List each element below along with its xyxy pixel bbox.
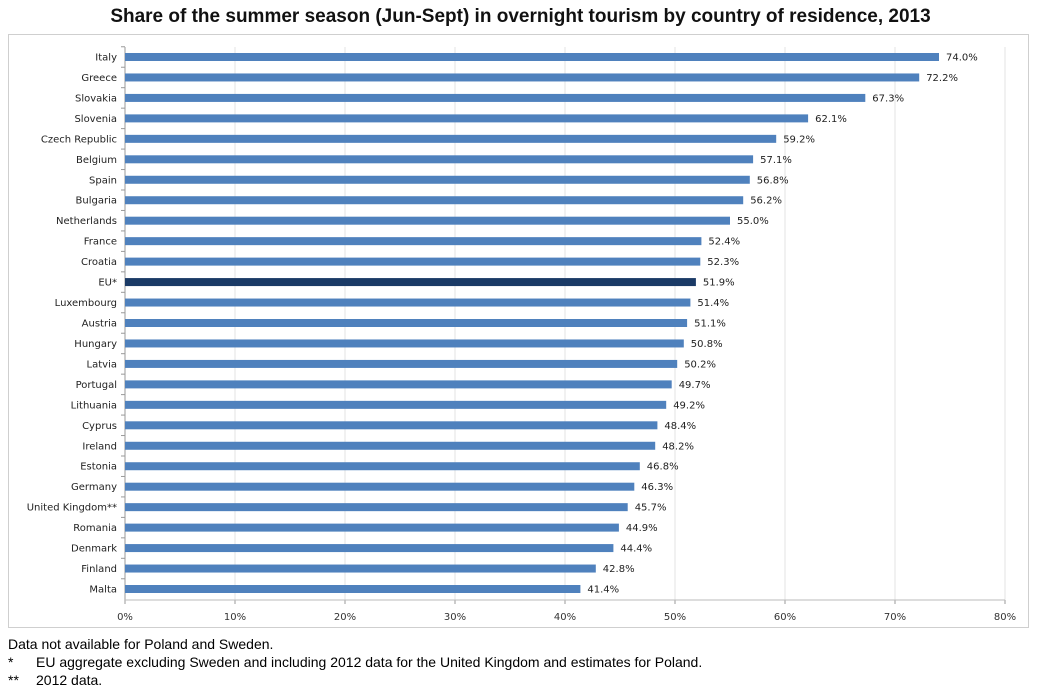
bar-luxembourg (125, 298, 691, 307)
data-label: 41.4% (587, 585, 619, 596)
bar-malta (125, 585, 581, 593)
bar-slovakia (125, 93, 866, 102)
bar-cyprus (125, 421, 658, 430)
bar-czech-republic (125, 134, 777, 143)
category-label: Spain (89, 175, 117, 186)
bar-austria (125, 319, 688, 327)
category-label: Bulgaria (76, 196, 117, 207)
category-label: Italy (95, 53, 117, 64)
data-label: 51.1% (694, 319, 726, 330)
bar-finland (125, 564, 596, 573)
category-label: Netherlands (56, 216, 117, 227)
bar-greece (125, 73, 920, 82)
x-tick-label: 20% (334, 612, 356, 623)
bar-ireland (125, 441, 656, 450)
bar-bulgaria (125, 196, 744, 205)
category-label: France (84, 237, 117, 248)
bar-romania (125, 523, 619, 532)
footnote-3-mark: ** (8, 672, 19, 688)
data-label: 67.3% (872, 93, 904, 104)
category-label: Croatia (81, 257, 117, 268)
bar-chart: 0% 10% 20% 30% 40% 50% 60% 70% 80% Italy 74.0% Gree… (27, 46, 1016, 623)
category-label: Cyprus (82, 421, 117, 432)
footnote-1: Data not available for Poland and Sweden… (8, 636, 274, 652)
data-label: 48.2% (662, 441, 694, 452)
data-label: 55.0% (737, 216, 769, 227)
category-label: Germany (71, 482, 117, 493)
footnote-2-mark: * (8, 654, 14, 670)
data-label: 57.1% (760, 155, 792, 166)
bar-denmark (125, 544, 614, 553)
category-label: Denmark (71, 544, 117, 555)
category-label: Slovenia (74, 114, 117, 125)
x-tick-label: 50% (664, 612, 686, 623)
bar-lithuania (125, 400, 667, 409)
data-label: 56.8% (757, 175, 789, 186)
footnote-3: 2012 data. (36, 672, 103, 688)
category-label: Romania (73, 523, 117, 534)
bar-italy (125, 53, 939, 61)
data-label: 74.0% (946, 53, 978, 64)
bar-netherlands (125, 216, 730, 225)
bar-spain (125, 175, 750, 184)
category-label: Malta (89, 585, 117, 596)
data-label: 46.3% (641, 482, 673, 493)
data-label: 59.2% (783, 134, 815, 145)
data-label: 62.1% (815, 114, 847, 125)
bar-latvia (125, 359, 678, 368)
category-label: United Kingdom** (27, 503, 117, 514)
bar-slovenia (125, 114, 809, 123)
data-label: 44.4% (620, 544, 652, 555)
x-tick-label: 80% (994, 612, 1016, 623)
data-label: 42.8% (603, 564, 635, 575)
data-label: 48.4% (664, 421, 696, 432)
data-label: 44.9% (626, 523, 658, 534)
footnote-2: EU aggregate excluding Sweden and includ… (36, 654, 703, 670)
category-label: EU* (98, 278, 117, 289)
data-label: 51.9% (703, 278, 735, 289)
x-tick-label: 70% (884, 612, 906, 623)
bar-germany (125, 482, 635, 491)
x-tick-label: 10% (224, 612, 246, 623)
bar-croatia (125, 257, 701, 266)
category-label: Portugal (76, 380, 117, 391)
data-label: 52.4% (708, 237, 740, 248)
category-label: Finland (81, 564, 117, 575)
chart-title: Share of the summer season (Jun-Sept) in… (110, 6, 931, 27)
bar-portugal (125, 380, 672, 389)
data-label: 50.2% (684, 359, 716, 370)
x-tick-label: 40% (554, 612, 576, 623)
data-label: 46.8% (647, 462, 679, 473)
bar-france (125, 237, 702, 246)
bar-hungary (125, 339, 684, 348)
data-label: 45.7% (635, 503, 667, 514)
category-label: Greece (81, 73, 117, 84)
bar-united-kingdom- (125, 503, 628, 512)
chart-frame (8, 34, 1029, 628)
category-label: Luxembourg (55, 298, 117, 309)
x-tick-label: 30% (444, 612, 466, 623)
category-label: Latvia (87, 359, 117, 370)
data-label: 51.4% (697, 298, 729, 309)
data-label: 72.2% (926, 73, 958, 84)
data-label: 50.8% (691, 339, 723, 350)
data-label: 52.3% (707, 257, 739, 268)
category-label: Estonia (80, 462, 117, 473)
bar-belgium (125, 155, 754, 164)
bar-estonia (125, 462, 640, 471)
category-label: Hungary (74, 339, 117, 350)
category-label: Lithuania (71, 400, 117, 411)
data-label: 49.2% (673, 400, 705, 411)
category-label: Austria (82, 319, 117, 330)
category-label: Belgium (76, 155, 117, 166)
category-label: Czech Republic (41, 134, 117, 145)
data-label: 56.2% (750, 196, 782, 207)
bar-eu- (125, 278, 696, 287)
category-label: Ireland (82, 441, 117, 452)
x-tick-label: 0% (117, 612, 133, 623)
category-label: Slovakia (75, 93, 117, 104)
x-tick-label: 60% (774, 612, 796, 623)
data-label: 49.7% (679, 380, 711, 391)
